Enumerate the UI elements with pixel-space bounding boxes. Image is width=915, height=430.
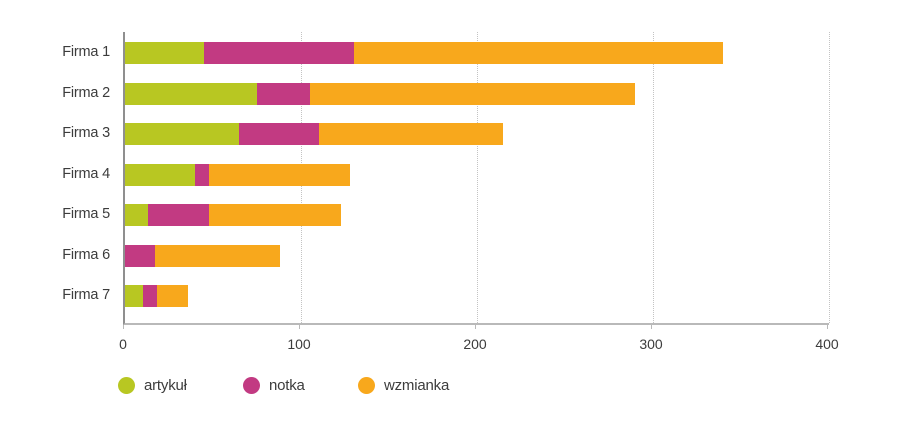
bar-segment-wzmianka: [209, 163, 351, 186]
bar-row: [125, 163, 351, 186]
legend-label: notka: [269, 377, 305, 394]
legend-item-wzmianka: wzmianka: [358, 377, 449, 394]
y-axis-label: Firma 1: [62, 44, 110, 60]
gridline-200: [477, 32, 478, 323]
y-axis-label: Firma 3: [62, 125, 110, 141]
bar-segment-artykuł: [125, 42, 205, 64]
bar-segment-notka: [204, 42, 354, 64]
chart-legend: artykuł notka wzmianka: [0, 377, 915, 399]
legend-swatch-icon: [243, 377, 260, 394]
y-axis-label: Firma 6: [62, 246, 110, 263]
bar-segment-wzmianka: [353, 42, 724, 64]
bar-segment-notka: [147, 204, 210, 226]
bar-segment-artykuł: [125, 82, 257, 105]
bar-segment-wzmianka: [318, 123, 504, 145]
x-axis-tick-label: 100: [287, 336, 311, 352]
bar-segment-notka: [257, 82, 310, 105]
bar-row: [125, 244, 280, 267]
bar-segment-artykuł: [125, 123, 240, 145]
legend-swatch-icon: [118, 377, 135, 394]
bar-segment-notka: [239, 123, 319, 145]
x-axis-tick-label: 300: [639, 336, 663, 352]
bar-segment-artykuł: [125, 163, 196, 186]
legend-label: artykuł: [144, 377, 187, 394]
bar-segment-wzmianka: [309, 82, 636, 105]
bar-segment-artykuł: [125, 285, 143, 307]
bar-row: [125, 204, 342, 226]
y-axis-label: Firma 4: [62, 165, 110, 182]
bar-segment-artykuł: [125, 204, 148, 226]
bar-segment-wzmianka: [154, 244, 280, 267]
legend-item-notka: notka: [243, 377, 305, 394]
x-axis-tick-mark: [827, 325, 828, 329]
y-axis-label: Firma 2: [62, 84, 110, 101]
bar-segment-notka: [125, 244, 155, 267]
y-axis-label: Firma 7: [62, 287, 110, 303]
bar-row: [125, 123, 504, 145]
x-axis-tick-mark: [475, 325, 476, 329]
bar-segment-wzmianka: [209, 204, 342, 226]
gridline-300: [653, 32, 654, 323]
legend-item-artykuł: artykuł: [118, 377, 187, 394]
legend-label: wzmianka: [384, 377, 450, 394]
x-axis-tick-mark: [123, 325, 124, 329]
bar-segment-wzmianka: [156, 285, 189, 307]
x-axis-tick-mark: [651, 325, 652, 329]
y-axis-label: Firma 5: [62, 206, 110, 222]
legend-swatch-icon: [358, 377, 375, 394]
bar-row: [125, 82, 636, 105]
plot-area: [123, 32, 830, 325]
x-axis-tick-mark: [299, 325, 300, 329]
bar-segment-notka: [142, 285, 157, 307]
x-axis-tick-label: 200: [463, 336, 487, 352]
bar-row: [125, 285, 189, 307]
x-axis-tick-label: 400: [815, 336, 839, 352]
x-axis-tick-label: 0: [119, 336, 127, 352]
bar-row: [125, 42, 724, 64]
gridline-400: [829, 32, 830, 323]
bar-segment-notka: [195, 163, 210, 186]
